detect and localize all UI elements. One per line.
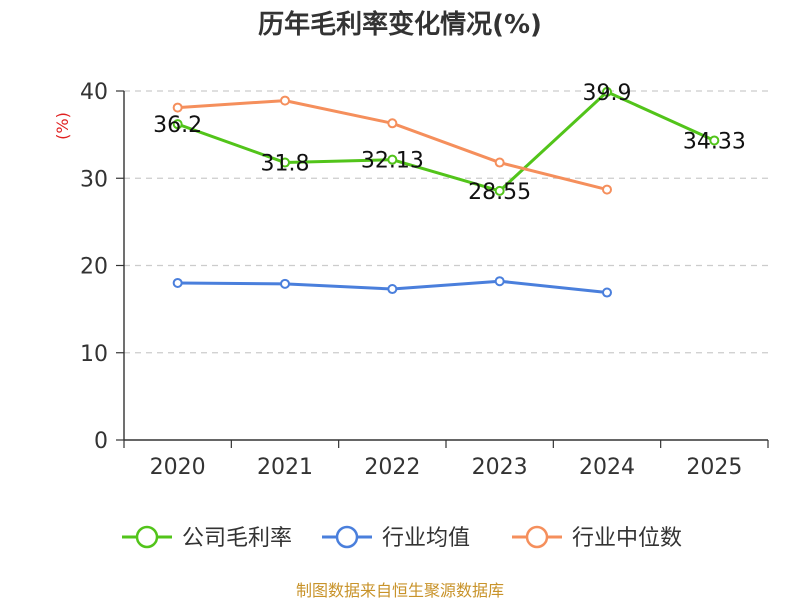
legend-label: 公司毛利率	[182, 526, 292, 551]
series-line	[177, 90, 715, 193]
y-tick-labels: 0 10 20 30 40	[80, 80, 108, 454]
data-point[interactable]	[280, 157, 290, 168]
data-point[interactable]	[280, 95, 290, 106]
series-1	[172, 276, 612, 298]
data-label: 34.33	[683, 129, 746, 154]
series-group	[172, 86, 720, 298]
legend-marker	[525, 525, 549, 549]
data-point[interactable]	[494, 157, 505, 168]
axes	[116, 90, 769, 448]
data-label: 31.8	[261, 152, 310, 177]
data-point[interactable]	[387, 284, 398, 295]
x-tick-label: 2020	[150, 455, 206, 480]
data-point[interactable]	[280, 278, 290, 289]
legend-marker	[135, 525, 159, 549]
legend-marker	[335, 525, 359, 549]
data-point[interactable]	[709, 135, 720, 146]
y-axis-label: (%)	[53, 112, 72, 140]
x-tick-labels: 2020 2021 2022 2023 2024 2025	[150, 455, 743, 480]
legend-item[interactable]: 公司毛利率	[122, 525, 292, 551]
series-line	[177, 99, 608, 192]
data-label: 32.13	[361, 149, 424, 174]
gridlines	[124, 90, 768, 354]
x-tick-label: 2025	[686, 455, 742, 480]
x-tick-label: 2022	[364, 455, 420, 480]
chart-title: 历年毛利率变化情况(%)	[258, 9, 542, 40]
data-point[interactable]	[172, 119, 183, 130]
legend-item[interactable]: 行业均值	[322, 525, 470, 551]
legend[interactable]: 公司毛利率 行业均值 行业中位数	[122, 525, 682, 551]
data-label: 36.2	[153, 113, 202, 138]
x-tick-label: 2021	[257, 455, 313, 480]
data-label: 28.55	[468, 180, 531, 205]
y-tick-label: 30	[80, 167, 108, 192]
data-point[interactable]	[172, 277, 183, 288]
legend-label: 行业均值	[382, 526, 470, 551]
y-tick-label: 10	[80, 342, 108, 367]
data-point[interactable]	[387, 118, 398, 129]
x-tick-label: 2024	[579, 455, 635, 480]
source-note: 制图数据来自恒生聚源数据库	[296, 581, 504, 600]
series-2	[172, 95, 612, 195]
data-point[interactable]	[387, 154, 398, 165]
legend-label: 行业中位数	[572, 526, 682, 551]
data-labels: 36.2 31.8 32.13 28.55 39.9 34.33	[153, 81, 746, 205]
data-point[interactable]	[172, 102, 183, 113]
data-point[interactable]	[602, 184, 612, 195]
data-point[interactable]	[602, 86, 612, 97]
data-point[interactable]	[494, 276, 505, 287]
data-point[interactable]	[494, 185, 505, 196]
y-tick-label: 40	[80, 80, 108, 105]
legend-item[interactable]: 行业中位数	[512, 525, 682, 551]
y-tick-label: 0	[94, 429, 108, 454]
y-tick-label: 20	[80, 255, 108, 280]
x-tick-label: 2023	[472, 455, 528, 480]
data-label: 39.9	[583, 81, 632, 106]
series-0	[172, 86, 720, 196]
data-point[interactable]	[602, 287, 612, 298]
